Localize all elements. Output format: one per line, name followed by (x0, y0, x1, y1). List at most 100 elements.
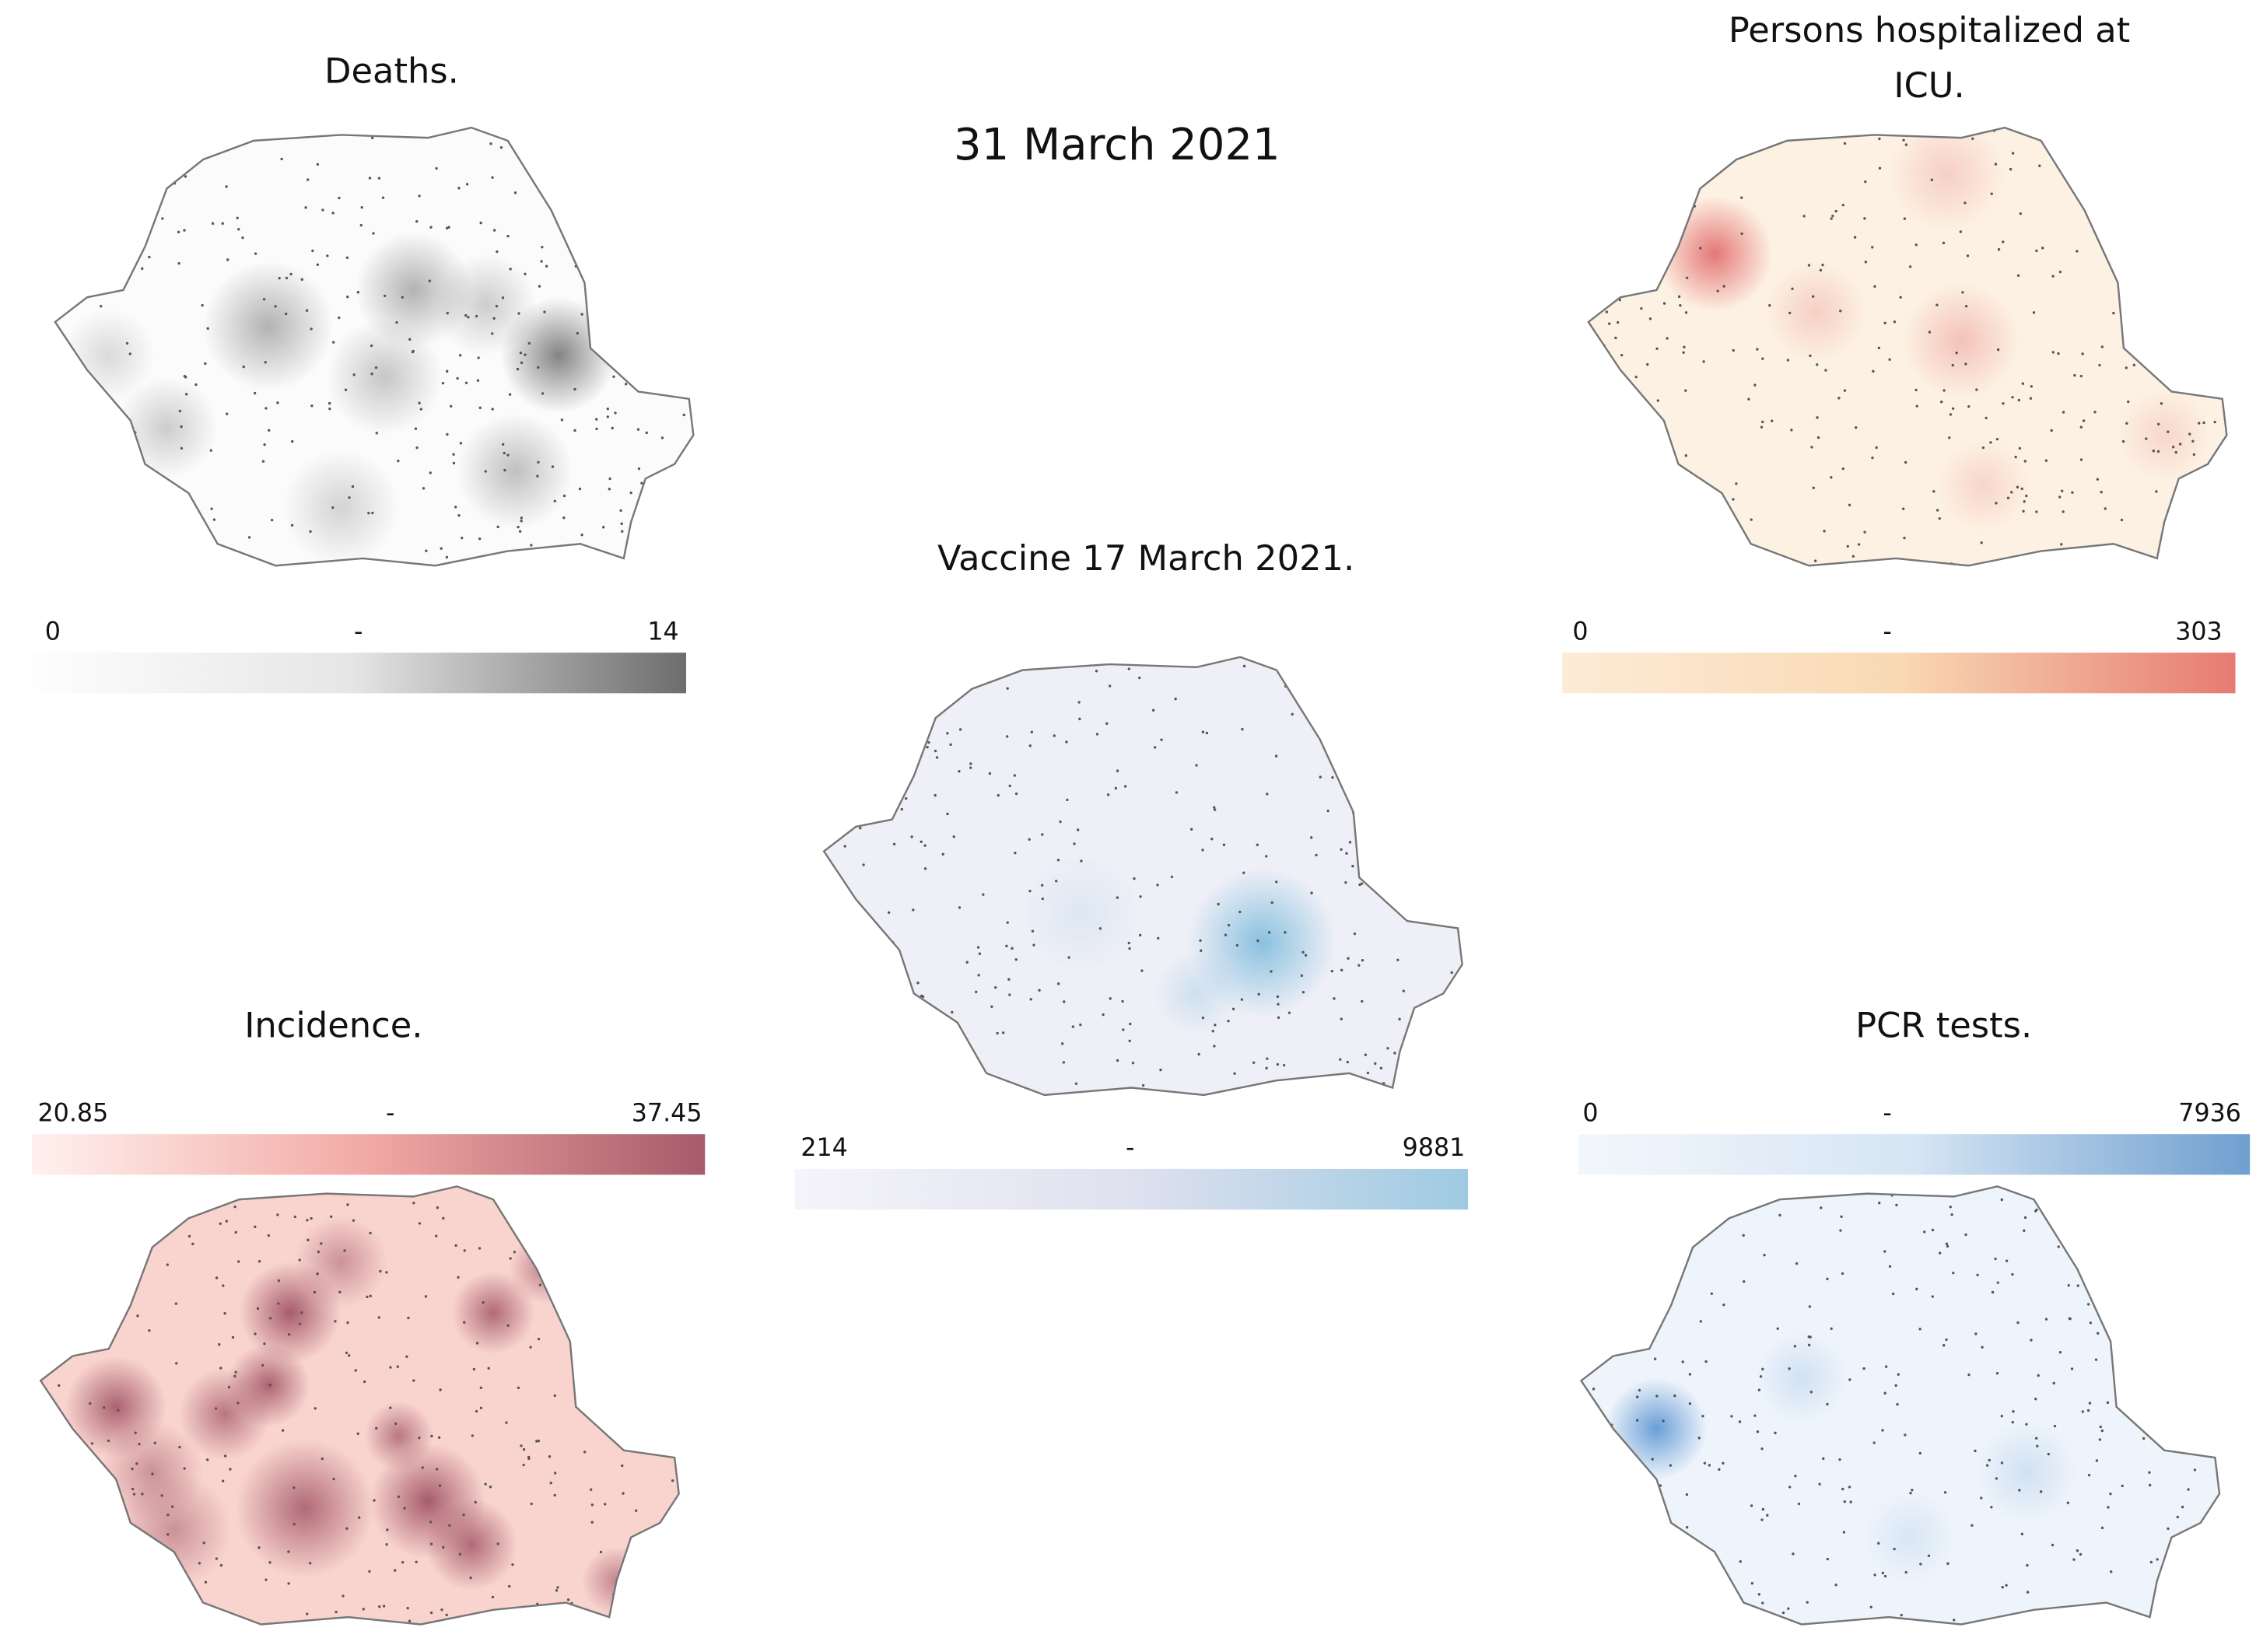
locality-dot (1684, 454, 1688, 457)
locality-dot (935, 756, 939, 759)
locality-dot (2094, 1358, 2098, 1361)
locality-dot (1883, 321, 1886, 324)
locality-dot (666, 475, 669, 479)
locality-dot (496, 525, 499, 529)
locality-dot (1686, 521, 1689, 525)
locality-dot (676, 1229, 679, 1232)
locality-dot (1153, 746, 1157, 749)
locality-dot (2066, 1501, 2069, 1504)
locality-dot (1371, 680, 1374, 683)
locality-dot (501, 296, 505, 299)
locality-dot (1653, 1357, 1657, 1360)
locality-dot (1582, 1332, 1585, 1335)
locality-dot (2133, 305, 2136, 309)
locality-dot (1627, 1515, 1631, 1519)
locality-dot (1761, 357, 1764, 360)
locality-dot (1127, 667, 1130, 670)
locality-dot (2089, 1321, 2093, 1325)
locality-dot (351, 485, 355, 488)
locality-dot (1843, 1500, 1847, 1503)
locality-dot (839, 924, 842, 927)
locality-dot (2182, 1611, 2185, 1615)
locality-dot (1739, 1560, 1742, 1563)
locality-dot (2097, 1332, 2100, 1335)
locality-dot (1200, 653, 1202, 655)
locality-dot (562, 516, 566, 520)
locality-dot (2019, 1182, 2021, 1185)
locality-dot (1266, 793, 1269, 796)
locality-dot (1898, 128, 1902, 131)
locality-dot (85, 142, 88, 145)
colorbar (794, 1168, 1469, 1210)
locality-dot (1041, 897, 1045, 901)
locality-dot (1679, 304, 1682, 307)
locality-dot (595, 418, 598, 421)
locality-dot (1786, 359, 1790, 362)
locality-dot (965, 961, 969, 964)
locality-dot (1330, 969, 1334, 973)
locality-dot (2018, 1489, 2021, 1492)
locality-dot (1013, 774, 1017, 777)
colorbar (1578, 1134, 2251, 1175)
locality-dot (565, 169, 568, 172)
locality-dot (1792, 1552, 1795, 1556)
locality-dot (1675, 555, 1679, 558)
locality-dot (477, 356, 480, 359)
locality-dot (1464, 1098, 1466, 1101)
locality-dot (556, 1586, 559, 1589)
locality-dot (625, 1279, 628, 1283)
locality-dot (1759, 1375, 1763, 1378)
locality-dot (1809, 354, 1812, 358)
locality-dot (513, 1251, 517, 1254)
locality-dot (2194, 193, 2197, 197)
locality-dot (537, 1337, 541, 1341)
locality-dot (1667, 1629, 1669, 1631)
locality-dot (2197, 1197, 2201, 1201)
locality-dot (372, 232, 375, 235)
locality-dot (2020, 1532, 2024, 1535)
locality-dot (83, 250, 86, 254)
legend-mid: - (1883, 618, 1892, 647)
locality-dot (331, 212, 335, 215)
locality-dot (1883, 1391, 1886, 1395)
locality-dot (1257, 992, 1260, 996)
locality-dot (1227, 923, 1231, 927)
locality-dot (2025, 1423, 2028, 1426)
locality-dot (1393, 1052, 1396, 1055)
locality-dot (236, 1402, 240, 1405)
locality-dot (261, 1363, 264, 1367)
locality-dot (667, 560, 671, 563)
locality-dot (138, 536, 142, 540)
locality-dot (104, 128, 107, 129)
locality-dot (1611, 205, 1615, 208)
locality-dot (172, 1214, 175, 1217)
locality-dot (527, 1455, 531, 1459)
locality-dot (384, 294, 387, 298)
locality-dot (287, 1582, 290, 1585)
locality-dot (2060, 489, 2064, 492)
locality-dot (218, 1342, 221, 1346)
locality-dot (864, 791, 867, 795)
locality-dot (2025, 494, 2028, 498)
locality-dot (1923, 1230, 1926, 1234)
locality-dot (555, 1214, 559, 1217)
locality-dot (2212, 307, 2216, 310)
locality-dot (505, 562, 509, 566)
locality-dot (1347, 957, 1350, 960)
locality-dot (1760, 1518, 1764, 1521)
locality-dot (1415, 828, 1418, 831)
locality-dot (2081, 1410, 2085, 1413)
locality-dot (262, 298, 266, 301)
locality-dot (2189, 148, 2193, 152)
locality-dot (2005, 1259, 2009, 1262)
locality-dot (609, 1304, 612, 1307)
locality-dot (608, 1415, 611, 1419)
heat-blob (235, 1438, 375, 1578)
locality-dot (2034, 1398, 2037, 1401)
locality-dot (2011, 1420, 2014, 1424)
locality-dot (1301, 950, 1305, 954)
locality-dot (454, 506, 457, 509)
locality-dot (1079, 1023, 1082, 1027)
locality-dot (47, 1366, 51, 1370)
locality-dot (2035, 249, 2038, 253)
